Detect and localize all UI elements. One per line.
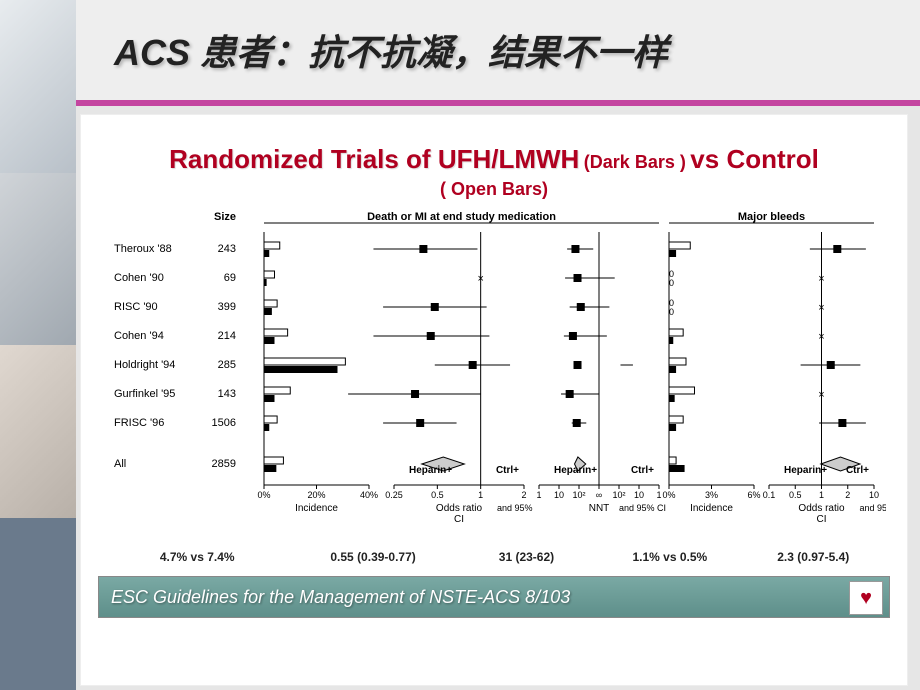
forest-plot-svg: Size Death or MI at end study medication M… (102, 208, 886, 548)
svg-text:1506: 1506 (212, 417, 236, 429)
svg-text:69: 69 (224, 272, 236, 284)
svg-text:2: 2 (845, 490, 850, 500)
svg-text:10²: 10² (612, 490, 625, 500)
svg-text:1: 1 (536, 490, 541, 500)
svg-text:143: 143 (218, 388, 236, 400)
chart-title-open: ( Open Bars) (98, 179, 890, 200)
svg-text:1: 1 (819, 490, 824, 500)
svg-text:1: 1 (478, 490, 483, 500)
svg-text:CI: CI (817, 514, 827, 525)
sidebar-image (0, 345, 76, 518)
svg-text:Incidence: Incidence (690, 503, 733, 514)
svg-text:Theroux '88: Theroux '88 (114, 243, 172, 255)
svg-text:Holdright '94: Holdright '94 (114, 359, 175, 371)
svg-text:2: 2 (521, 490, 526, 500)
svg-text:FRISC '96: FRISC '96 (114, 417, 164, 429)
svg-text:Major bleeds: Major bleeds (738, 211, 805, 223)
chart-title-vs: vs Control (690, 144, 819, 174)
footer-bar: ESC Guidelines for the Management of NST… (98, 576, 890, 618)
svg-text:RISC '90: RISC '90 (114, 301, 158, 313)
svg-text:0%: 0% (662, 490, 675, 500)
chart-title-main: Randomized Trials of UFH/LMWH (169, 144, 579, 174)
svg-text:10: 10 (554, 490, 564, 500)
svg-text:243: 243 (218, 243, 236, 255)
svg-text:2859: 2859 (212, 458, 236, 470)
svg-text:3%: 3% (705, 490, 718, 500)
svg-text:Ctrl+: Ctrl+ (631, 465, 654, 476)
svg-text:40%: 40% (360, 490, 378, 500)
svg-text:10²: 10² (572, 490, 585, 500)
sidebar-images (0, 0, 76, 690)
svg-text:20%: 20% (307, 490, 325, 500)
svg-text:∞: ∞ (596, 490, 602, 500)
footer-text: ESC Guidelines for the Management of NST… (111, 587, 570, 608)
svg-text:0%: 0% (257, 490, 270, 500)
svg-text:Cohen '90: Cohen '90 (114, 272, 164, 284)
svg-text:NNT: NNT (589, 503, 610, 514)
svg-text:Odds ratio: Odds ratio (798, 503, 845, 514)
svg-text:0.1: 0.1 (763, 490, 776, 500)
esc-logo-icon: ♥ (849, 581, 883, 615)
main-content: ACS 患者：抗不抗凝，结果不一样 Randomized Trials of U… (76, 0, 920, 690)
svg-text:and 95%: and 95% (860, 503, 887, 513)
sidebar-image (0, 0, 76, 173)
svg-text:Gurfinkel '95: Gurfinkel '95 (114, 388, 175, 400)
chart-card: Randomized Trials of UFH/LMWH (Dark Bars… (80, 114, 908, 686)
svg-text:0: 0 (669, 307, 674, 317)
summary-inc1: 4.7% vs 7.4% (115, 550, 280, 564)
svg-text:6%: 6% (747, 490, 760, 500)
svg-text:Incidence: Incidence (295, 503, 338, 514)
chart-title: Randomized Trials of UFH/LMWH (Dark Bars… (98, 144, 890, 200)
svg-text:Heparin+: Heparin+ (784, 465, 827, 476)
svg-text:214: 214 (218, 330, 236, 342)
svg-text:0.5: 0.5 (431, 490, 444, 500)
svg-text:Cohen '94: Cohen '94 (114, 330, 164, 342)
svg-text:285: 285 (218, 359, 236, 371)
forest-plot: Size Death or MI at end study medication M… (102, 208, 886, 548)
chart-title-dark: (Dark Bars ) (584, 152, 686, 172)
slide-title: ACS 患者：抗不抗凝，结果不一样 (114, 24, 668, 76)
sidebar-image (0, 518, 76, 690)
slide-header: ACS 患者：抗不抗凝，结果不一样 (76, 0, 920, 106)
svg-text:1: 1 (656, 490, 661, 500)
svg-text:and 95%: and 95% (497, 503, 533, 513)
content-area: Randomized Trials of UFH/LMWH (Dark Bars… (76, 106, 920, 690)
svg-text:All: All (114, 458, 126, 470)
svg-text:Death or MI at end study medic: Death or MI at end study medication (367, 211, 556, 223)
svg-text:Odds ratio: Odds ratio (436, 503, 483, 514)
summary-or2: 2.3 (0.97-5.4) (753, 550, 873, 564)
svg-text:Ctrl+: Ctrl+ (496, 465, 519, 476)
summary-row: 4.7% vs 7.4% 0.55 (0.39-0.77) 31 (23-62) 1.… (98, 550, 890, 564)
svg-text:10: 10 (634, 490, 644, 500)
svg-text:Heparin+: Heparin+ (409, 465, 452, 476)
summary-or1: 0.55 (0.39-0.77) (313, 550, 433, 564)
svg-text:Ctrl+: Ctrl+ (846, 465, 869, 476)
page: ACS 患者：抗不抗凝，结果不一样 Randomized Trials of U… (0, 0, 920, 690)
summary-inc2: 1.1% vs 0.5% (620, 550, 720, 564)
svg-text:Heparin+: Heparin+ (554, 465, 597, 476)
svg-text:0: 0 (669, 278, 674, 288)
sidebar-image (0, 173, 76, 346)
svg-text:and 95% CI: and 95% CI (619, 503, 666, 513)
summary-nnt: 31 (23-62) (466, 550, 586, 564)
svg-text:0.25: 0.25 (385, 490, 403, 500)
svg-text:Size: Size (214, 211, 236, 223)
svg-text:CI: CI (454, 514, 464, 525)
svg-text:399: 399 (218, 301, 236, 313)
svg-text:10: 10 (869, 490, 879, 500)
svg-text:0.5: 0.5 (789, 490, 802, 500)
